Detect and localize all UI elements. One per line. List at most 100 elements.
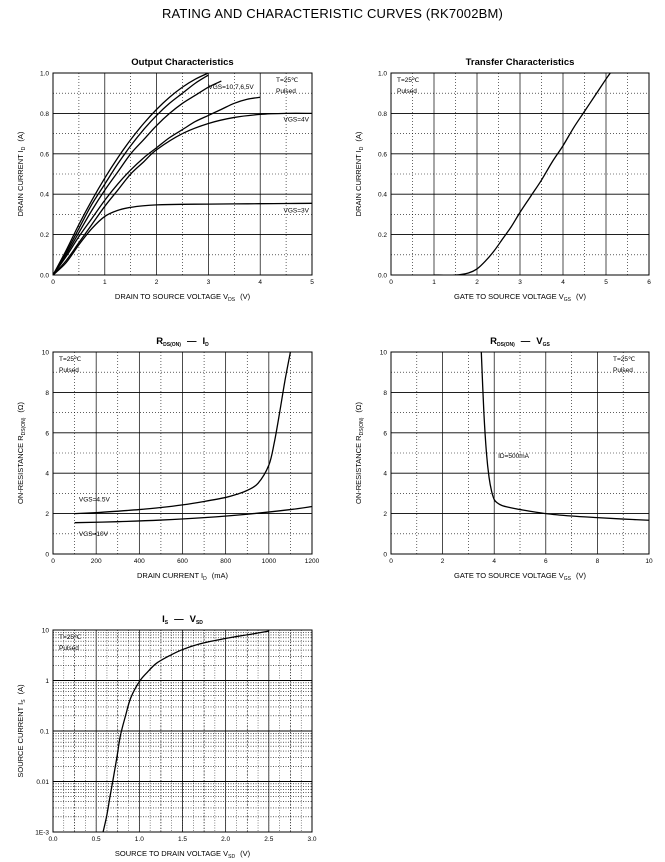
x-tick-label: 2.5 bbox=[264, 836, 273, 843]
series-line-1 bbox=[53, 74, 209, 275]
page-title: RATING AND CHARACTERISTIC CURVES (RK7002… bbox=[161, 6, 504, 21]
y-tick-label: 2 bbox=[45, 511, 49, 518]
y-tick-label: 0.6 bbox=[40, 151, 49, 158]
condition-temp: T=25℃ bbox=[276, 77, 299, 84]
x-tick-label: 1.5 bbox=[178, 836, 187, 843]
x-tick-label: 1 bbox=[432, 279, 436, 286]
x-tick-label: 400 bbox=[134, 558, 145, 565]
x-tick-label: 10 bbox=[645, 558, 653, 565]
condition-pulsed: Pulsed bbox=[59, 645, 79, 652]
grid bbox=[390, 72, 650, 276]
x-tick-label: 3 bbox=[207, 279, 211, 286]
chart-is_vsd: 0.0 0.5 1.0 1.5 2.0 2.5 3.0 1E-3 0.01 0.1 1 10 IS — VS… bbox=[16, 614, 317, 860]
curve-annotation: VGS=3V bbox=[284, 207, 310, 214]
curve-annotation: VGS=10V bbox=[79, 531, 109, 538]
y-axis-label: ON-RESISTANCE RDS(ON)(Ω) bbox=[16, 401, 27, 504]
x-tick-label: 600 bbox=[177, 558, 188, 565]
x-axis-label: GATE TO SOURCE VOLTAGE VGS (V) bbox=[454, 292, 586, 303]
x-axis-label: GATE TO SOURCE VOLTAGE VGS (V) bbox=[454, 571, 586, 582]
x-tick-label: 0 bbox=[389, 558, 393, 565]
x-tick-label: 3 bbox=[518, 279, 522, 286]
y-tick-label: 0.4 bbox=[40, 192, 49, 199]
x-tick-label: 2.0 bbox=[221, 836, 230, 843]
curve-annotation: VGS=10,7,6,5V bbox=[208, 84, 254, 91]
condition-temp: T=25℃ bbox=[397, 77, 420, 84]
y-tick-label: 4 bbox=[45, 471, 49, 478]
condition-temp: T=25℃ bbox=[59, 356, 82, 363]
y-tick-label: 0.8 bbox=[378, 111, 387, 118]
x-tick-label: 0 bbox=[51, 558, 55, 565]
x-tick-label: 800 bbox=[220, 558, 231, 565]
condition-pulsed: Pulsed bbox=[276, 88, 296, 95]
x-tick-label: 4 bbox=[561, 279, 565, 286]
condition-temp: T=25℃ bbox=[613, 356, 636, 363]
y-tick-label: 8 bbox=[45, 390, 49, 397]
x-axis-label: DRAIN CURRENT ID (mA) bbox=[137, 571, 228, 582]
chart-rds_vgs: 0 2 4 6 8 10 0 2 4 6 8 10 RDS(ON) — VGS GATE TO SOURCE … bbox=[354, 336, 653, 582]
y-tick-label: 0 bbox=[45, 552, 49, 559]
y-tick-label: 1.0 bbox=[378, 71, 387, 78]
x-axis-label: DRAIN TO SOURCE VOLTAGE VDS (V) bbox=[115, 292, 251, 303]
y-tick-label: 0.8 bbox=[40, 111, 49, 118]
y-tick-label: 10 bbox=[42, 628, 50, 635]
chart-title: Transfer Characteristics bbox=[466, 57, 575, 68]
curve-annotation: ID=500mA bbox=[498, 453, 530, 460]
y-axis-label: DRAIN CURRENT ID(A) bbox=[16, 131, 27, 216]
chart-output: 0 1 2 3 4 5 0.0 0.2 0.4 0.6 0.8 1.0 Output Character… bbox=[16, 57, 314, 303]
x-tick-label: 0.5 bbox=[92, 836, 101, 843]
y-tick-label: 0 bbox=[383, 552, 387, 559]
series-line-0 bbox=[74, 352, 292, 515]
y-tick-label: 4 bbox=[383, 471, 387, 478]
x-tick-label: 0.0 bbox=[48, 836, 57, 843]
x-tick-label: 2 bbox=[441, 558, 445, 565]
y-axis-label: SOURCE CURRENT IS(A) bbox=[16, 684, 27, 778]
curve-annotation: VGS=4.5V bbox=[79, 496, 111, 503]
series-line-2 bbox=[53, 80, 222, 275]
y-tick-label: 0.2 bbox=[378, 232, 387, 239]
y-tick-label: 6 bbox=[383, 430, 387, 437]
x-axis-label: SOURCE TO DRAIN VOLTAGE VSD (V) bbox=[115, 849, 251, 860]
x-tick-label: 2 bbox=[475, 279, 479, 286]
x-tick-label: 4 bbox=[492, 558, 496, 565]
condition-pulsed: Pulsed bbox=[613, 367, 633, 374]
series-line-0 bbox=[434, 73, 611, 275]
x-tick-label: 2 bbox=[155, 279, 159, 286]
series-line-1 bbox=[74, 505, 312, 524]
condition-pulsed: Pulsed bbox=[397, 88, 417, 95]
x-tick-label: 5 bbox=[604, 279, 608, 286]
series-line-3 bbox=[53, 96, 261, 275]
x-tick-label: 1.0 bbox=[135, 836, 144, 843]
plot-frame bbox=[52, 72, 313, 276]
y-tick-label: 0.4 bbox=[378, 192, 387, 199]
y-axis-label: ON-RESISTANCE RDS(ON)(Ω) bbox=[354, 401, 365, 504]
plot-frame bbox=[390, 351, 650, 555]
chart-title: RDS(ON) — VGS bbox=[490, 336, 550, 348]
chart-rds_id: 0 200 400 600 800 1000 1200 0 2 4 6 8 10 RDS(ON) — ID DR… bbox=[16, 336, 320, 582]
condition-temp: T=25℃ bbox=[59, 634, 82, 641]
y-tick-label: 0.1 bbox=[40, 729, 49, 736]
plot-frame bbox=[390, 72, 650, 276]
grid bbox=[52, 351, 313, 555]
series-line-5 bbox=[53, 202, 312, 275]
series-line-0 bbox=[480, 352, 649, 521]
x-tick-label: 1 bbox=[103, 279, 107, 286]
series-line-0 bbox=[53, 73, 209, 275]
x-tick-label: 0 bbox=[389, 279, 393, 286]
y-tick-label: 10 bbox=[380, 350, 388, 357]
grid bbox=[52, 629, 313, 833]
y-tick-label: 0.0 bbox=[378, 273, 387, 280]
x-tick-label: 200 bbox=[91, 558, 102, 565]
y-tick-label: 0.0 bbox=[40, 273, 49, 280]
x-tick-label: 8 bbox=[596, 558, 600, 565]
y-tick-label: 1.0 bbox=[40, 71, 49, 78]
chart-title: RDS(ON) — ID bbox=[156, 336, 209, 348]
series-line-0 bbox=[102, 630, 269, 832]
x-tick-label: 1200 bbox=[305, 558, 320, 565]
plot-frame bbox=[52, 351, 313, 555]
x-tick-label: 4 bbox=[258, 279, 262, 286]
x-tick-label: 5 bbox=[310, 279, 314, 286]
condition-pulsed: Pulsed bbox=[59, 367, 79, 374]
y-tick-label: 2 bbox=[383, 511, 387, 518]
x-tick-label: 6 bbox=[647, 279, 651, 286]
chart-transfer: 0 1 2 3 4 5 6 0.0 0.2 0.4 0.6 0.8 1.0 Transfer Charac… bbox=[354, 57, 651, 303]
